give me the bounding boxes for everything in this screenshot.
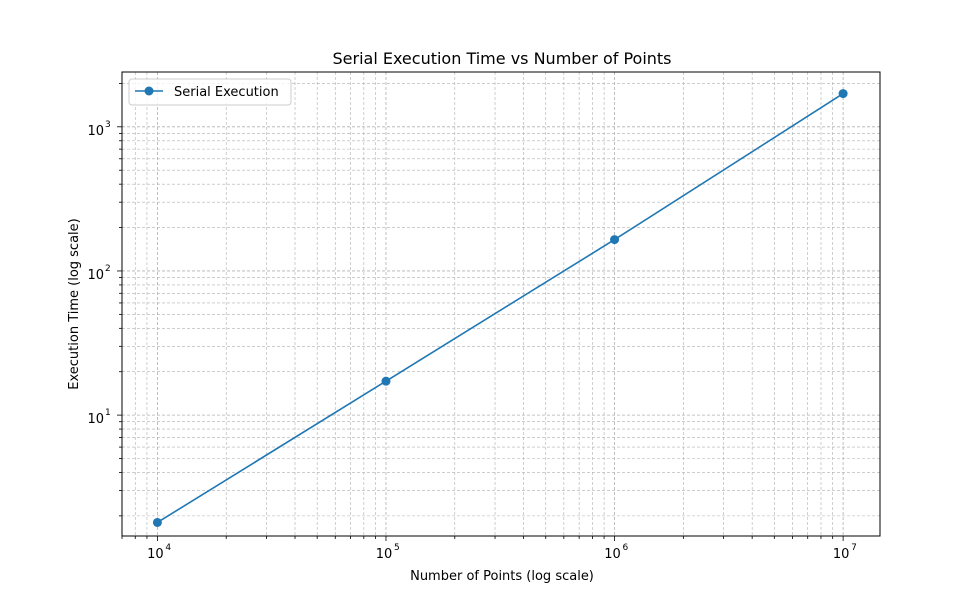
y-tick-label: 10 [87,124,104,139]
data-point [838,89,848,99]
series-line [156,92,844,524]
grid [121,72,880,536]
x-tick-label: 10 [833,547,850,562]
x-axis-label: Number of Points (log scale) [410,569,594,584]
y-tick-exponent: 1 [105,408,111,418]
y-tick-exponent: 3 [105,120,111,130]
x-tick-label: 10 [376,547,393,562]
x-tick-label: 10 [604,547,621,562]
x-tick-exponent: 4 [165,543,171,553]
legend-marker [144,86,154,96]
plot-area [121,71,881,537]
legend-box [128,78,292,106]
legend: Serial Execution [128,78,292,106]
data-point [381,376,391,386]
x-tick-exponent: 6 [623,543,629,553]
legend-label: Serial Execution [174,85,279,100]
data-point [610,235,620,245]
x-tick-exponent: 7 [851,543,857,553]
y-tick-label: 10 [87,268,104,283]
y-tick-exponent: 2 [105,264,111,274]
y-tick-label: 10 [87,412,104,427]
y-axis-label: Execution Time (log scale) [67,218,82,389]
data-point [152,517,162,527]
x-tick-exponent: 5 [394,543,400,553]
chart-title: Serial Execution Time vs Number of Point… [332,49,671,68]
axis-ticks: 10 4 10 5 10 6 10 710 110 210 3 [87,83,857,562]
x-tick-label: 10 [147,547,164,562]
series-layer [152,89,848,527]
